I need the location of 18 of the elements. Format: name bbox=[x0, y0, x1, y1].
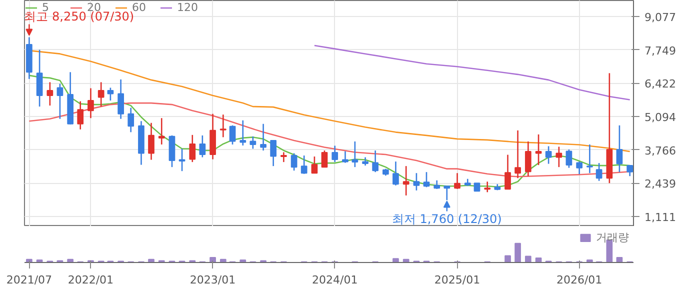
x-tick-label: 2023/01 bbox=[190, 274, 236, 286]
y-tick-label: 1,111 bbox=[644, 211, 676, 224]
annotation: 최저 1,760 (12/30) bbox=[392, 212, 502, 226]
y-tick-label: 2,439 bbox=[644, 178, 676, 191]
x-tick-label: 2026/01 bbox=[556, 274, 602, 286]
x-tick-label: 2025/01 bbox=[434, 274, 480, 286]
legend-label: 5 bbox=[42, 1, 50, 14]
x-tick-label: 2022/01 bbox=[68, 274, 114, 286]
y-tick-label: 9,077 bbox=[644, 10, 676, 24]
y-tick-label: 6,422 bbox=[644, 78, 676, 91]
legend-label: 120 bbox=[177, 1, 198, 14]
y-tick-label: 7,749 bbox=[644, 44, 676, 58]
y-tick-label: 5,094 bbox=[644, 111, 676, 124]
y-tick-label: 3,766 bbox=[644, 144, 676, 158]
legend-label: 60 bbox=[132, 1, 147, 14]
legend-label: 거래량 bbox=[596, 230, 629, 245]
x-tick-label: 2021/07 bbox=[6, 274, 52, 286]
x-tick-label: 2024/01 bbox=[312, 274, 358, 286]
